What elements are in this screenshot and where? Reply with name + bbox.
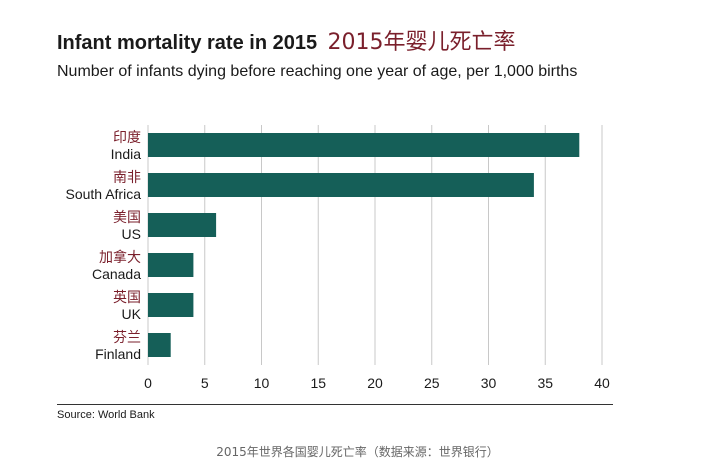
category-label-cn: 南非 xyxy=(113,170,141,186)
title-chinese: 2015年婴儿死亡率 xyxy=(327,30,516,55)
category-label-cn: 芬兰 xyxy=(113,330,141,346)
chart-subtitle: Number of infants dying before reaching … xyxy=(57,63,578,80)
category-label: Finland xyxy=(95,346,141,362)
x-tick-label: 10 xyxy=(254,375,270,391)
source-divider xyxy=(57,404,613,405)
category-label-cn: 印度 xyxy=(113,130,141,146)
source-note: Source: World Bank xyxy=(57,409,155,421)
bar xyxy=(148,293,194,317)
x-tick-label: 5 xyxy=(201,375,209,391)
category-label: UK xyxy=(122,306,142,322)
bar xyxy=(148,173,534,197)
x-tick-label: 0 xyxy=(144,375,152,391)
bar xyxy=(148,253,194,277)
category-label-cn: 美国 xyxy=(113,210,141,226)
bar xyxy=(148,213,217,237)
x-tick-label: 20 xyxy=(367,375,383,391)
x-tick-label: 30 xyxy=(481,375,497,391)
category-label: Canada xyxy=(92,266,141,282)
x-tick-label: 35 xyxy=(537,375,553,391)
x-tick-label: 40 xyxy=(594,375,610,391)
category-label-cn: 加拿大 xyxy=(99,249,141,266)
title-english: Infant mortality rate in 2015 xyxy=(57,32,318,54)
category-label: South Africa xyxy=(66,186,142,202)
category-label: US xyxy=(122,226,141,242)
x-tick-label: 25 xyxy=(424,375,440,391)
image-caption: 2015年世界各国婴儿死亡率（数据来源：世界银行） xyxy=(216,445,499,459)
bar xyxy=(148,133,580,157)
chart-title: Infant mortality rate in 2015 2015年婴儿死亡率 xyxy=(57,24,516,56)
category-label: India xyxy=(111,146,142,162)
category-label-cn: 英国 xyxy=(113,289,141,306)
bar xyxy=(148,333,171,357)
x-tick-label: 15 xyxy=(310,375,326,391)
